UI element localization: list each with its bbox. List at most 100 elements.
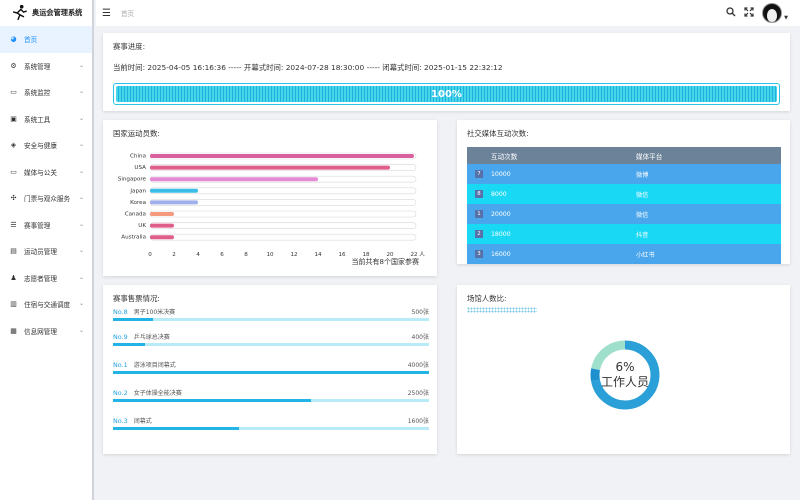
ticket-rank: No.1 (113, 361, 128, 369)
column-header: 互动次数 (491, 147, 636, 164)
venue-ratio-panel: 场馆人数比: 6% 工作人员 (457, 285, 790, 454)
donut-segment[interactable] (590, 340, 660, 410)
chevron-down-icon[interactable]: ▼ (784, 15, 788, 21)
bar[interactable] (150, 200, 198, 205)
x-tick-label: 14 (314, 252, 322, 258)
platform-cell: 微信 (636, 184, 781, 204)
sidebar: 奥运会管理系统 ◕ 首页 ⚙ 系统管理 ⌄ ▭ 系统监控 ⌄ ▣ 系统工具 ⌄ ◈ 安全与健康 ⌄ ▭ 媒体与… (0, 0, 94, 500)
sidebar-item[interactable]: ▭ 系统监控 ⌄ (0, 79, 92, 106)
sidebar-item[interactable]: ⚙ 系统管理 ⌄ (0, 53, 92, 80)
ticket-item: No.3 闭幕式 1600张 (113, 416, 429, 430)
bar[interactable] (150, 235, 174, 240)
bar[interactable] (150, 188, 198, 193)
x-tick-label: 22 (410, 252, 417, 258)
sidebar-item[interactable]: ✣ 门票与观众服务 ⌄ (0, 185, 92, 212)
table-row[interactable]: 2 18000 抖音 (467, 224, 781, 244)
x-tick-label: 2 (172, 252, 176, 258)
venue-donut-chart (590, 340, 660, 410)
monitor-icon: ▭ (10, 88, 17, 97)
bag-icon: ▣ (10, 114, 17, 123)
rank-badge: 8 (475, 190, 483, 198)
panel-title: 国家运动员数: (113, 129, 160, 138)
dashboard-icon: ◕ (10, 35, 17, 44)
sidebar-item-label: 住宿与交通调度 (24, 301, 71, 310)
social-media-panel: 社交媒体互动次数: 互动次数 媒体平台 7 10000 微博 8 8000 微信 1 2000… (457, 120, 790, 264)
bar[interactable] (150, 165, 390, 170)
category-label: Korea (130, 200, 146, 206)
table-row[interactable]: 3 16000 小红书 (467, 244, 781, 264)
fullscreen-icon[interactable] (744, 6, 754, 20)
search-icon[interactable] (726, 6, 736, 20)
ticket-rank: No.2 (113, 389, 128, 397)
platform-cell: 小红书 (636, 244, 781, 264)
chevron-down-icon: ⌄ (78, 114, 84, 122)
x-unit-label: 人 (419, 251, 425, 258)
bar-track (149, 210, 417, 218)
x-tick-label: 12 (290, 252, 297, 258)
ticket-track (113, 343, 429, 346)
count-cell: 10000 (491, 164, 636, 184)
sidebar-item-label: 系统工具 (24, 115, 51, 124)
chevron-down-icon: ⌄ (78, 273, 84, 281)
donut-label: 工作人员 (600, 375, 649, 389)
rank-badge: 1 (475, 210, 483, 218)
sidebar-item[interactable]: ▭ 媒体与公关 ⌄ (0, 159, 92, 186)
rank-cell: 1 (467, 204, 491, 224)
sidebar-item[interactable]: ▣ 系统工具 ⌄ (0, 106, 92, 133)
column-header (467, 147, 491, 164)
table-row[interactable]: 8 8000 微信 (467, 184, 781, 204)
table-row[interactable]: 1 20000 微信 (467, 204, 781, 224)
ticket-event-name: 乒乓球总决赛 (133, 334, 170, 341)
breadcrumb[interactable]: 首页 (120, 10, 135, 18)
chevron-down-icon: ⌄ (78, 326, 84, 334)
progress-label: 100% (431, 88, 462, 100)
athletes-panel: 国家运动员数: China USA Singapore Japan Korea Canad… (103, 120, 437, 276)
bar[interactable] (150, 154, 414, 158)
donut-segment[interactable] (590, 340, 660, 410)
rank-cell: 3 (467, 244, 491, 264)
time-info: 当前时间: 2025-04-05 16:16:36 ----- 开幕式时间: 2… (113, 63, 503, 72)
bar[interactable] (150, 212, 174, 216)
bar[interactable] (150, 223, 174, 228)
avatar[interactable] (762, 3, 783, 23)
users-icon: ♟ (10, 273, 17, 282)
ticket-track (113, 427, 429, 430)
social-table: 互动次数 媒体平台 7 10000 微博 8 8000 微信 1 20000 微信 2 18000 抖… (467, 147, 781, 264)
ticket-count: 500张 (411, 309, 429, 316)
sidebar-item[interactable]: ♟ 志愿者管理 ⌄ (0, 265, 92, 292)
bar[interactable] (150, 177, 318, 182)
sidebar-item-label: 首页 (24, 36, 38, 45)
sidebar-item[interactable]: ▦ 信息网管理 ⌄ (0, 318, 92, 345)
list-icon: ☰ (10, 220, 17, 229)
sidebar-item[interactable]: ◕ 首页 (0, 26, 92, 53)
sidebar-item[interactable]: ▥ 住宿与交通调度 ⌄ (0, 291, 92, 318)
count-cell: 18000 (491, 224, 636, 244)
sidebar-item[interactable]: ☰ 赛事管理 ⌄ (0, 212, 92, 239)
count-cell: 20000 (491, 204, 636, 224)
ticket-item: No.1 游泳项目闭幕式 4000张 (113, 360, 429, 374)
athletes-bar-chart: China USA Singapore Japan Korea Canada UK Austr… (118, 152, 425, 258)
table-row[interactable]: 7 10000 微博 (467, 164, 781, 184)
ticket-count: 1600张 (407, 418, 429, 425)
shield-icon: ◈ (10, 141, 17, 150)
user-card-icon: ▤ (10, 247, 17, 256)
rank-cell: 7 (467, 164, 491, 184)
gear-icon: ⚙ (10, 61, 17, 70)
bar-track (149, 222, 417, 229)
rank-badge: 7 (475, 170, 483, 178)
decorative-dots (467, 307, 537, 313)
category-label: Singapore (118, 177, 147, 183)
sidebar-item[interactable]: ◈ 安全与健康 ⌄ (0, 132, 92, 159)
sidebar-item[interactable]: ▤ 运动员管理 ⌄ (0, 238, 92, 265)
x-tick-label: 6 (220, 252, 224, 258)
rank-cell: 2 (467, 224, 491, 244)
ticket-fill (113, 343, 145, 346)
category-label: Canada (125, 212, 146, 218)
app-logo[interactable]: 奥运会管理系统 (0, 0, 92, 26)
ticket-icon: ✣ (10, 194, 17, 203)
ticket-event-name: 男子100米决赛 (133, 309, 176, 316)
hamburger-icon[interactable]: ☰ (102, 7, 111, 19)
sidebar-item-label: 门票与观众服务 (24, 195, 71, 204)
ticket-count: 2500张 (407, 390, 429, 397)
event-progress-panel: 赛事进度: 当前时间: 2025-04-05 16:16:36 ----- 开幕… (103, 33, 790, 111)
